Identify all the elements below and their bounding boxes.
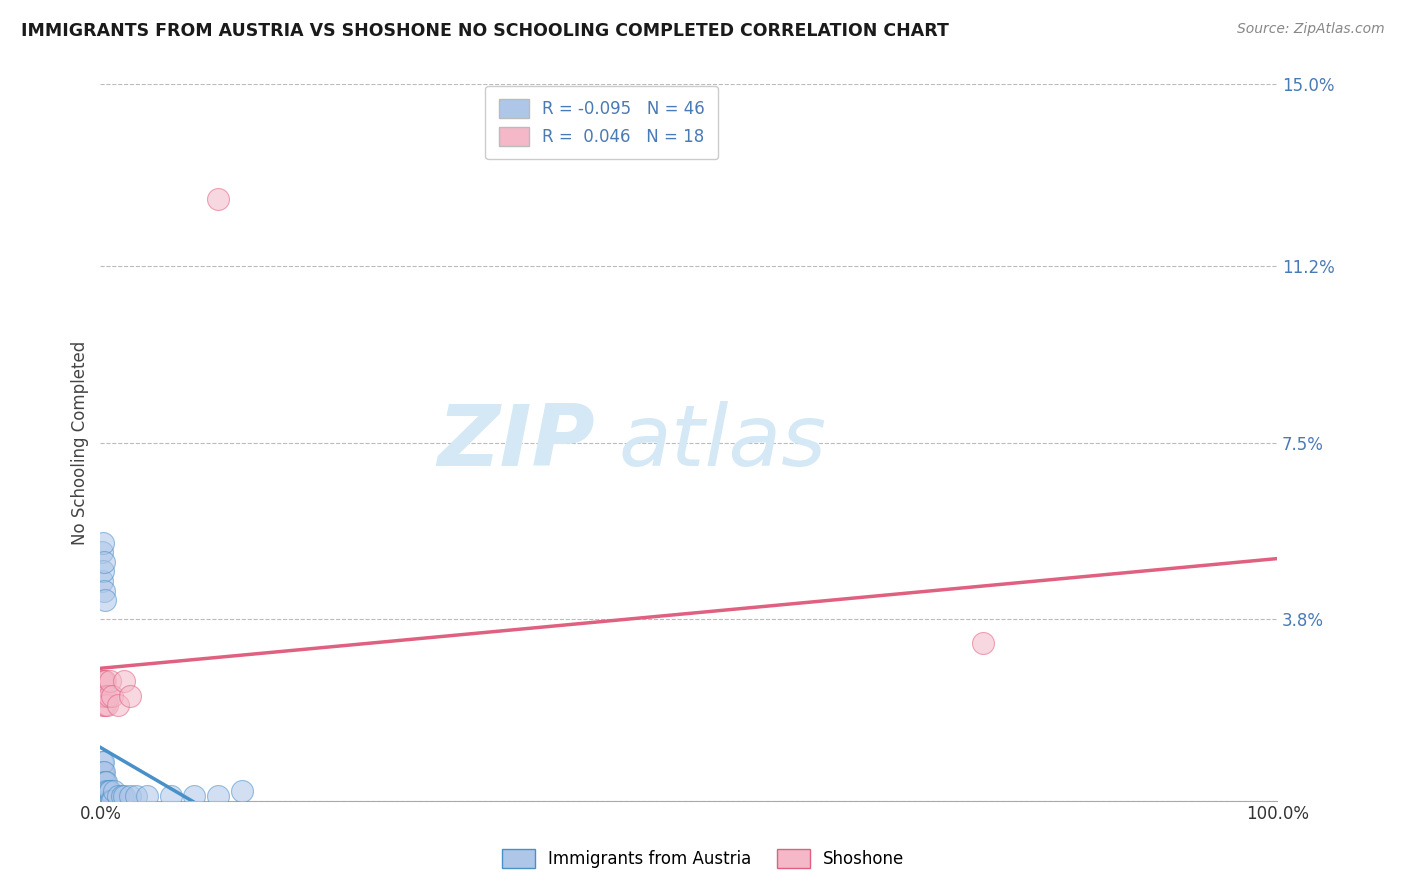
Y-axis label: No Schooling Completed: No Schooling Completed	[72, 341, 89, 545]
Point	[90, 545, 112, 559]
Point	[91, 764, 114, 779]
Point	[91, 794, 114, 808]
Point	[100, 794, 122, 808]
Legend: R = -0.095   N = 46, R =  0.046   N = 18: R = -0.095 N = 46, R = 0.046 N = 18	[485, 86, 718, 159]
Point	[112, 674, 135, 689]
Point	[91, 756, 114, 770]
Point	[94, 784, 117, 798]
Point	[231, 784, 253, 798]
Point	[101, 689, 124, 703]
Point	[90, 774, 112, 789]
Point	[90, 674, 112, 689]
Point	[160, 789, 183, 803]
Point	[93, 764, 115, 779]
Point	[118, 789, 141, 803]
Point	[91, 565, 114, 579]
Point	[91, 774, 114, 789]
Point	[98, 794, 121, 808]
Point	[93, 555, 115, 569]
Legend: Immigrants from Austria, Shoshone: Immigrants from Austria, Shoshone	[495, 842, 911, 875]
Point	[207, 192, 229, 206]
Point	[97, 689, 120, 703]
Point	[136, 789, 159, 803]
Point	[94, 674, 117, 689]
Point	[96, 784, 118, 798]
Text: atlas: atlas	[619, 401, 827, 484]
Point	[101, 794, 124, 808]
Point	[94, 774, 117, 789]
Point	[96, 698, 118, 713]
Point	[96, 689, 118, 703]
Point	[93, 774, 115, 789]
Point	[183, 789, 205, 803]
Point	[972, 636, 994, 650]
Point	[90, 764, 112, 779]
Point	[97, 794, 120, 808]
Point	[93, 794, 115, 808]
Point	[94, 794, 117, 808]
Point	[93, 784, 115, 798]
Point	[91, 674, 114, 689]
Point	[91, 784, 114, 798]
Text: ZIP: ZIP	[437, 401, 595, 484]
Point	[93, 583, 115, 598]
Point	[90, 756, 112, 770]
Point	[90, 574, 112, 588]
Point	[96, 794, 118, 808]
Point	[107, 698, 129, 713]
Point	[110, 789, 132, 803]
Point	[90, 689, 112, 703]
Point	[103, 784, 125, 798]
Point	[93, 674, 115, 689]
Text: IMMIGRANTS FROM AUSTRIA VS SHOSHONE NO SCHOOLING COMPLETED CORRELATION CHART: IMMIGRANTS FROM AUSTRIA VS SHOSHONE NO S…	[21, 22, 949, 40]
Point	[124, 789, 146, 803]
Point	[97, 784, 120, 798]
Point	[91, 536, 114, 550]
Point	[94, 698, 117, 713]
Point	[96, 794, 118, 808]
Point	[118, 689, 141, 703]
Text: Source: ZipAtlas.com: Source: ZipAtlas.com	[1237, 22, 1385, 37]
Point	[93, 689, 115, 703]
Point	[107, 789, 129, 803]
Point	[98, 784, 121, 798]
Point	[94, 593, 117, 607]
Point	[207, 789, 229, 803]
Point	[90, 784, 112, 798]
Point	[112, 789, 135, 803]
Point	[98, 674, 121, 689]
Point	[90, 794, 112, 808]
Point	[96, 774, 118, 789]
Point	[91, 698, 114, 713]
Point	[96, 784, 118, 798]
